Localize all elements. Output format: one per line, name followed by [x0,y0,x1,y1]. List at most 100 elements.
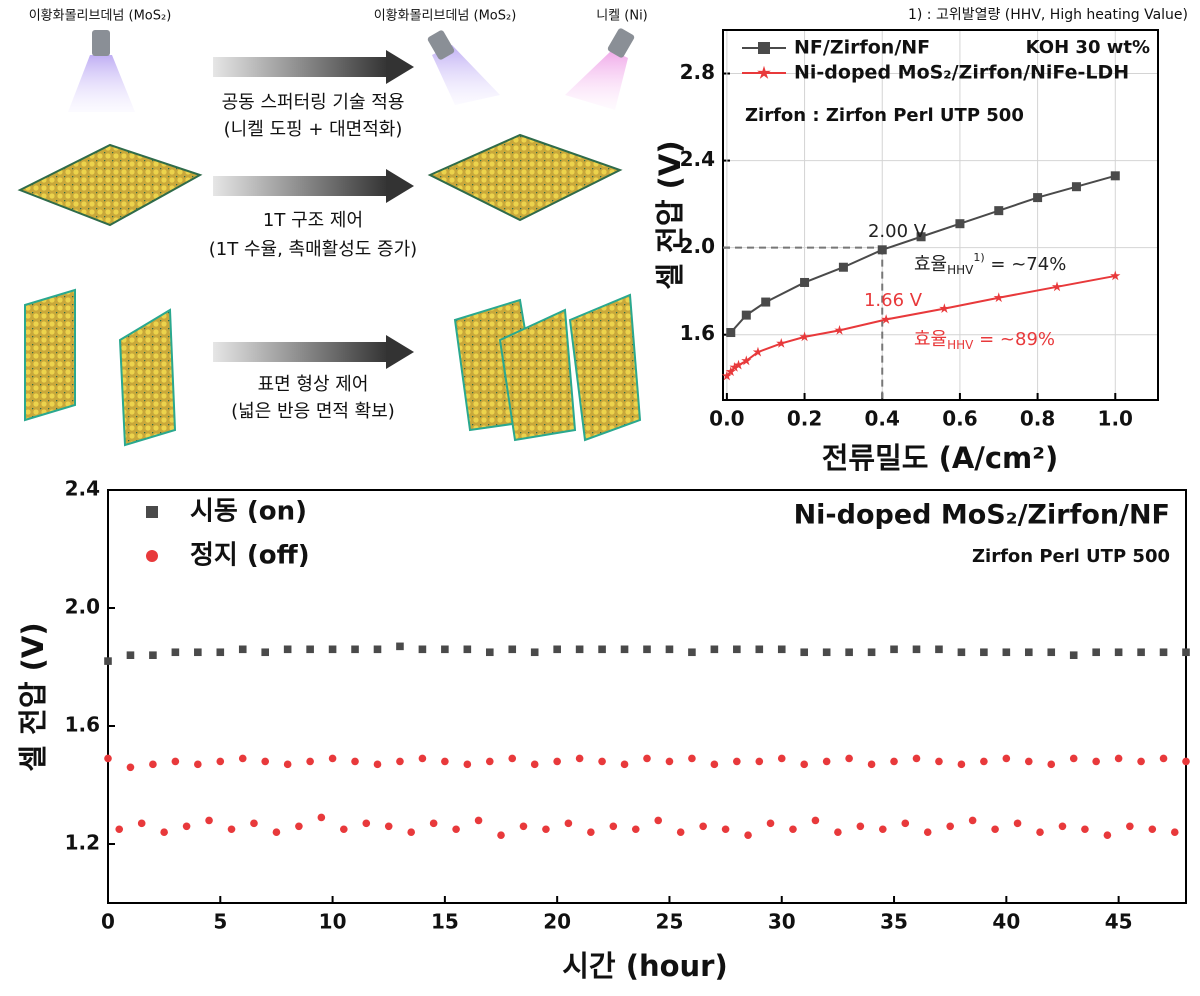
marker [283,760,292,769]
marker [137,819,146,828]
marker [216,648,225,657]
marker [1182,648,1190,657]
marker [351,645,359,654]
x-tick-label: 15 [431,910,459,934]
marker [542,825,550,834]
step-title: 공동 스퍼터링 기술 적용 [222,92,405,113]
sputter-gun [607,28,635,58]
marker [474,816,483,825]
marker [877,245,887,255]
x-tick-label: 0.0 [709,407,744,431]
marker [238,645,247,654]
marker [620,760,629,769]
annotation-text: 효율 [914,254,947,275]
marker [721,370,733,381]
marker [733,359,744,370]
marker [1024,648,1033,657]
marker [530,760,539,769]
marker [340,825,348,834]
y-axis-title: 셀 전압 (V) [653,140,687,289]
legend-label: Ni-doped MoS₂/Zirfon/NiFe-LDH [794,62,1129,84]
marker [519,822,528,831]
marker [856,822,865,831]
marker [777,754,786,763]
marker [838,262,848,272]
x-tick-label: 20 [543,910,571,934]
annotation-text: 2.00 V [868,221,927,242]
marker [729,361,740,372]
marker [171,648,180,657]
marker [1071,182,1081,192]
marker [485,757,494,766]
marker [508,754,517,763]
x-tick-label: 0.2 [787,407,822,431]
marker [104,657,112,665]
legend-marker [146,550,158,562]
marker [957,760,966,769]
marker [665,645,674,654]
marker [396,642,404,651]
marker [980,757,988,766]
schematic: 이황화몰리브데넘 (MoS₂) 이황화몰리브데넘 (MoS₂) 니켈 (Ni) … [17,9,648,447]
footnote: 1) : 고위발열량 (HHV, High heating Value) [908,7,1188,23]
marker [1051,281,1063,292]
marker [1114,754,1123,763]
y-tick-label: 2.4 [680,147,715,171]
marker [1058,822,1067,831]
marker [283,645,292,654]
annotation-sub: HHV [947,263,974,277]
annotation-sub: HHV [947,338,974,352]
marker [822,757,831,766]
marker [923,828,932,836]
marker [799,331,810,342]
arrow [213,169,414,203]
marker [755,645,764,654]
legend-marker [146,506,158,518]
marker [935,645,943,654]
marker [665,757,674,766]
legend-label: NF/Zirfon/NF [794,37,930,59]
marker [306,757,314,766]
sputter-gun [92,30,110,56]
marker [741,310,751,320]
marker [452,825,460,834]
chart-subtitle: Zirfon Perl UTP 500 [972,546,1170,567]
annotation-sup: 1) [973,251,984,264]
annotation: 효율HHV = ~89% [914,329,1055,352]
marker [272,828,281,836]
marker [149,651,157,659]
beam [565,50,628,110]
marker [800,648,809,657]
x-tick-label: 0 [101,910,115,934]
marker [216,757,225,766]
marker [182,822,191,831]
note: Zirfon : Zirfon Perl UTP 500 [745,105,1024,126]
marker [993,292,1004,303]
marker [149,760,157,769]
marker [1047,648,1056,657]
marker [643,754,651,763]
marker [1047,760,1056,769]
marker [676,828,685,836]
marker [1092,648,1100,657]
marker [104,754,112,763]
marker [688,754,696,763]
marker [171,757,180,766]
marker [776,338,787,348]
marker [845,648,853,657]
crystal [498,308,577,442]
marker [957,648,966,657]
x-tick-label: 5 [213,910,227,934]
y-tick-label: 1.6 [680,321,715,345]
marker [1092,757,1100,766]
marker [777,645,786,654]
marker [306,645,314,654]
marker [643,645,651,654]
x-tick-label: 0.8 [1020,407,1055,431]
marker [441,757,449,766]
marker [373,760,382,769]
marker [1137,757,1145,766]
arrow [213,335,414,369]
marker [761,297,771,307]
marker [429,819,438,828]
